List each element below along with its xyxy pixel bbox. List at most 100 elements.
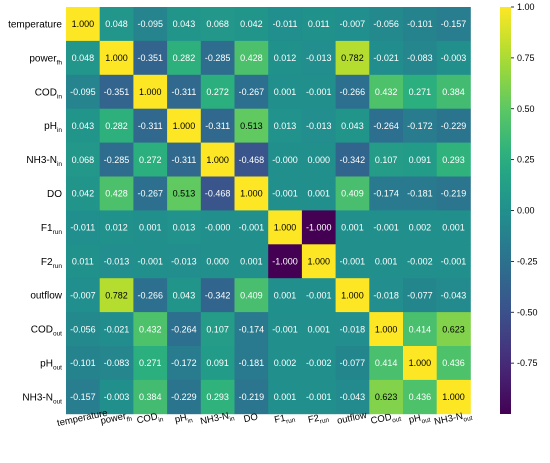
cell-value-label: 0.414: [409, 324, 432, 334]
cell-value-label: 1.000: [139, 87, 162, 97]
cell-value-label: -0.101: [70, 358, 96, 368]
cell-value-label: 0.043: [341, 121, 364, 131]
heatmap-cell: [167, 379, 202, 415]
heatmap-cell: [133, 210, 168, 245]
heatmap-cell: [369, 278, 404, 313]
cell-value-label: 1.000: [206, 155, 229, 165]
heatmap-cell: [167, 210, 202, 245]
cell-value-label: 0.384: [442, 87, 465, 97]
heatmap-cell: [200, 379, 235, 415]
heatmap-cell: [234, 142, 269, 177]
cell-value-label: -0.264: [171, 324, 197, 334]
row-label: F2run: [41, 257, 62, 270]
cell-value-label: 0.002: [274, 358, 297, 368]
heatmap-cell: [301, 244, 336, 279]
heatmap-cell: [403, 176, 438, 211]
cell-value-label: -0.468: [239, 155, 265, 165]
cell-value-label: 0.091: [206, 358, 229, 368]
cell-value-label: -0.219: [441, 189, 467, 199]
cell-value-label: -0.007: [340, 19, 366, 29]
cell-value-label: 0.012: [105, 223, 128, 233]
heatmap-cell: [335, 379, 370, 415]
heatmap-cell: [167, 278, 202, 313]
heatmap-cell: [369, 7, 404, 42]
cell-value-label: -0.267: [137, 189, 163, 199]
heatmap-cell: [268, 142, 303, 177]
cell-value-label: 0.011: [308, 19, 330, 29]
heatmap-cell: [66, 210, 101, 245]
cell-value-label: 0.001: [274, 290, 297, 300]
row-label: CODout: [31, 325, 62, 338]
colorbar-tick-label: 0.00: [517, 206, 535, 216]
cell-value-label: 0.107: [375, 155, 398, 165]
cell-value-label: 0.001: [375, 256, 398, 266]
cell-value-label: 0.782: [341, 53, 364, 63]
heatmap-cell: [335, 40, 370, 76]
colorbar-gradient: [500, 7, 511, 414]
cell-value-label: 0.272: [139, 155, 162, 165]
cell-value-label: -0.172: [171, 358, 197, 368]
row-label: temperature: [8, 19, 62, 30]
cell-value-label: -0.181: [407, 189, 433, 199]
heatmap-cell: [66, 176, 101, 211]
heatmap-cell: [268, 346, 303, 381]
heatmap-cell: [99, 244, 134, 279]
cell-value-label: -0.083: [407, 53, 433, 63]
heatmap-cell: [167, 40, 202, 76]
cell-value-label: 0.409: [341, 189, 364, 199]
cell-value-label: -0.077: [407, 290, 433, 300]
heatmap-cell: [200, 244, 235, 279]
heatmap-cell: [301, 74, 336, 110]
heatmap-cell: [66, 40, 101, 76]
cell-value-label: -0.311: [172, 155, 197, 165]
cell-value-label: 0.623: [375, 392, 398, 402]
heatmap-cell: [403, 40, 438, 76]
cell-value-label: -0.095: [137, 19, 163, 29]
heatmap-cell: [99, 312, 134, 347]
heatmap-cell: [335, 346, 370, 381]
cell-value-label: -0.468: [205, 189, 231, 199]
heatmap-cell: [369, 176, 404, 211]
heatmap-cell: [167, 142, 202, 177]
heatmap-cell: [301, 142, 336, 177]
cell-value-label: 1.000: [341, 290, 364, 300]
cell-value-label: 0.068: [72, 155, 95, 165]
cell-value-label: -0.000: [205, 223, 231, 233]
cell-value-label: 1.000: [409, 358, 432, 368]
heatmap-cell: [403, 142, 438, 177]
row-label: DO: [47, 189, 62, 200]
cell-value-label: -1.000: [306, 223, 332, 233]
cell-value-label: -0.264: [373, 121, 399, 131]
row-label: pHout: [40, 358, 62, 371]
heatmap-cell: [167, 74, 202, 110]
row-label: outflow: [30, 291, 62, 302]
heatmap-cell: [133, 74, 168, 110]
heatmap-cell: [133, 40, 168, 76]
heatmap-cell: [99, 210, 134, 245]
heatmap-cell: [200, 176, 235, 211]
heatmap-cell: [99, 40, 134, 76]
heatmap-cell: [167, 7, 202, 42]
heatmap-cell: [234, 74, 269, 110]
heatmap-cell: [167, 108, 202, 143]
cell-value-label: 0.001: [274, 87, 297, 97]
cell-value-label: -0.013: [306, 53, 332, 63]
heatmap-cell: [234, 278, 269, 313]
heatmap-cell: [268, 74, 303, 110]
cell-value-label: 0.043: [173, 290, 196, 300]
cell-value-label: -0.002: [306, 358, 332, 368]
heatmap-cell: [133, 176, 168, 211]
cell-value-label: 1.000: [173, 121, 196, 131]
cell-value-label: -0.157: [441, 19, 467, 29]
heatmap-cell: [369, 142, 404, 177]
heatmap-cell: [301, 278, 336, 313]
heatmap-cell: [234, 346, 269, 381]
heatmap-cell: [403, 379, 438, 415]
cell-value-label: -0.157: [70, 392, 96, 402]
cell-value-label: -0.056: [373, 19, 399, 29]
heatmap-cell: [133, 108, 168, 143]
heatmap-cell: [200, 7, 235, 42]
heatmap-cell: [335, 278, 370, 313]
heatmap-cell: [66, 379, 101, 415]
